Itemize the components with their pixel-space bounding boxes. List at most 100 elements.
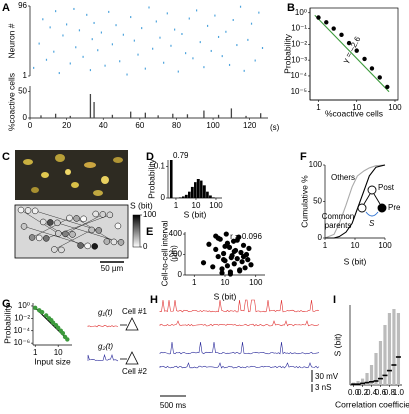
connection <box>43 221 81 246</box>
cell-label: Cell #2 <box>122 367 147 376</box>
spike <box>148 6 150 9</box>
spike <box>206 24 209 27</box>
input-label: g₂(t) <box>98 342 113 351</box>
point <box>369 66 375 71</box>
panel-label: D <box>146 151 154 163</box>
cell <box>35 234 43 242</box>
y-tick-label: 0 <box>161 193 166 202</box>
point <box>50 320 56 325</box>
spike <box>185 52 187 55</box>
spike <box>75 46 77 49</box>
point <box>227 271 234 277</box>
panel-label: B <box>287 2 295 14</box>
point <box>39 309 45 315</box>
y-tick-label: 200 <box>169 250 183 259</box>
point <box>237 268 243 274</box>
value-label: 0.79 <box>173 151 189 160</box>
point <box>65 337 70 342</box>
hist-bar <box>209 195 212 198</box>
point <box>242 265 248 271</box>
cell <box>95 227 103 234</box>
spike <box>166 12 168 15</box>
y-tick-label: 10⁻⁶ <box>14 338 30 347</box>
connection <box>20 209 59 234</box>
cell <box>88 226 95 234</box>
diagram-label: S <box>369 219 375 228</box>
x-tick-label: 10 <box>352 103 361 112</box>
cell <box>43 235 50 242</box>
point <box>234 256 240 262</box>
scale-bar-label: 50 µm <box>101 264 124 273</box>
input-trace <box>87 324 119 328</box>
spike <box>111 43 113 46</box>
connection <box>57 222 122 243</box>
hist-bar <box>190 186 194 198</box>
spike <box>45 58 48 61</box>
range-bar <box>360 378 365 385</box>
y-axis-label: Neuron # <box>6 23 16 58</box>
colorbar-tick-label: 0 <box>143 242 148 251</box>
point <box>220 257 227 263</box>
x-tick-label: 0.8 <box>384 388 396 397</box>
spike <box>261 47 264 49</box>
cell <box>106 211 114 219</box>
point <box>239 259 245 265</box>
connection <box>76 218 115 243</box>
series-label-box: Common parents <box>322 212 354 230</box>
point <box>385 84 390 90</box>
spike <box>82 55 84 58</box>
spike <box>159 36 161 39</box>
cell <box>54 219 61 227</box>
x-tick-label: 1 <box>323 241 328 250</box>
y-axis-label: Probability <box>146 158 156 198</box>
spike <box>108 10 110 13</box>
point <box>210 264 216 270</box>
point <box>248 262 254 268</box>
cell <box>84 242 91 250</box>
spike <box>141 27 143 30</box>
panel-label: C <box>2 151 10 163</box>
spike <box>122 33 124 36</box>
x-axis-label: S (bit) <box>344 256 367 266</box>
spike <box>217 35 220 38</box>
spike <box>91 38 93 41</box>
panel-label: E <box>146 226 153 238</box>
y-tick-label: 10⁻⁵ <box>291 87 307 96</box>
motif-diagram <box>357 185 387 217</box>
x-tick-label: 0.6 <box>375 388 387 397</box>
spike <box>119 60 121 63</box>
connection <box>35 210 99 231</box>
point <box>215 253 221 260</box>
y-tick-label: 96 <box>18 1 27 10</box>
point <box>224 263 231 269</box>
range-bar <box>356 381 360 385</box>
range-bar <box>365 373 369 385</box>
point <box>240 253 247 260</box>
spike <box>104 64 106 67</box>
y-axis-label-box: Cell-to-cell interval (µm) <box>160 221 178 287</box>
spike <box>55 10 57 13</box>
hist-bar <box>206 191 209 198</box>
point <box>331 26 336 31</box>
x-tick-label: 0.2 <box>357 388 369 397</box>
spike <box>73 7 75 10</box>
spike <box>203 66 205 69</box>
neuron-diagram <box>120 317 139 365</box>
x-tick-label: 10 <box>192 201 201 210</box>
cell <box>77 242 84 249</box>
spike <box>177 70 179 73</box>
point <box>215 235 221 241</box>
conductance-trace <box>159 320 320 327</box>
cell <box>28 234 36 241</box>
scale-bar-label: 3 nS <box>315 383 331 392</box>
x-tick-label: 10 <box>351 241 360 250</box>
cell <box>110 238 118 246</box>
spike <box>133 39 135 42</box>
panel-label: G <box>2 298 11 310</box>
annotation: r = 0.096 <box>230 232 262 241</box>
point <box>362 56 367 62</box>
point <box>200 260 207 266</box>
cell <box>31 207 39 215</box>
point <box>316 15 321 20</box>
connection <box>31 217 70 238</box>
